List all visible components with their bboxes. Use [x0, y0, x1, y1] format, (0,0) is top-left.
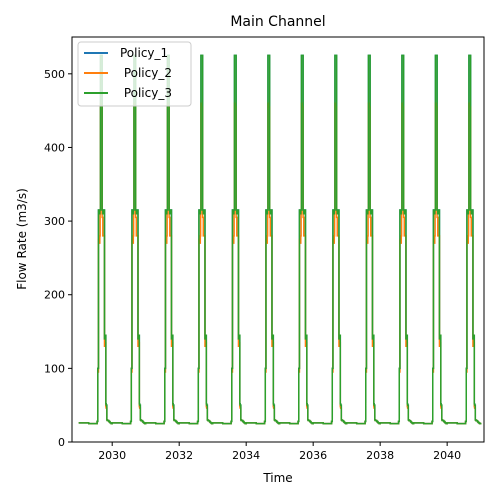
x-axis: 2030 2032 2034 2036 2038 2040: [98, 442, 461, 462]
y-tick-label: 400: [44, 141, 65, 154]
series-line-3: [78, 54, 482, 425]
x-tick-label: 2034: [232, 449, 260, 462]
y-axis: 0 100 200 300 400 500: [44, 68, 72, 449]
y-tick-label: 300: [44, 215, 65, 228]
legend: Policy_1 Policy_2 Policy_3: [77, 41, 192, 107]
legend-box: [77, 41, 192, 107]
x-tick-label: 2032: [165, 449, 193, 462]
legend-label-1: Policy_1: [120, 46, 168, 60]
y-axis-label: Flow Rate (m3/s): [15, 188, 29, 290]
chart-title: Main Channel: [230, 14, 325, 30]
x-tick-label: 2030: [98, 449, 126, 462]
plot-lines: [78, 54, 482, 425]
x-tick-label: 2038: [366, 449, 394, 462]
x-tick-label: 2036: [299, 449, 327, 462]
plot-frame: [71, 36, 485, 443]
legend-label-3: Policy_3: [120, 86, 172, 100]
y-tick-label: 500: [44, 68, 65, 81]
legend-label-2: Policy_2: [120, 66, 172, 80]
y-tick-label: 0: [58, 436, 65, 449]
y-tick-label: 200: [44, 289, 65, 302]
x-tick-label: 2040: [433, 449, 461, 462]
x-axis-label: Time: [262, 471, 292, 485]
y-tick-label: 100: [44, 362, 65, 375]
